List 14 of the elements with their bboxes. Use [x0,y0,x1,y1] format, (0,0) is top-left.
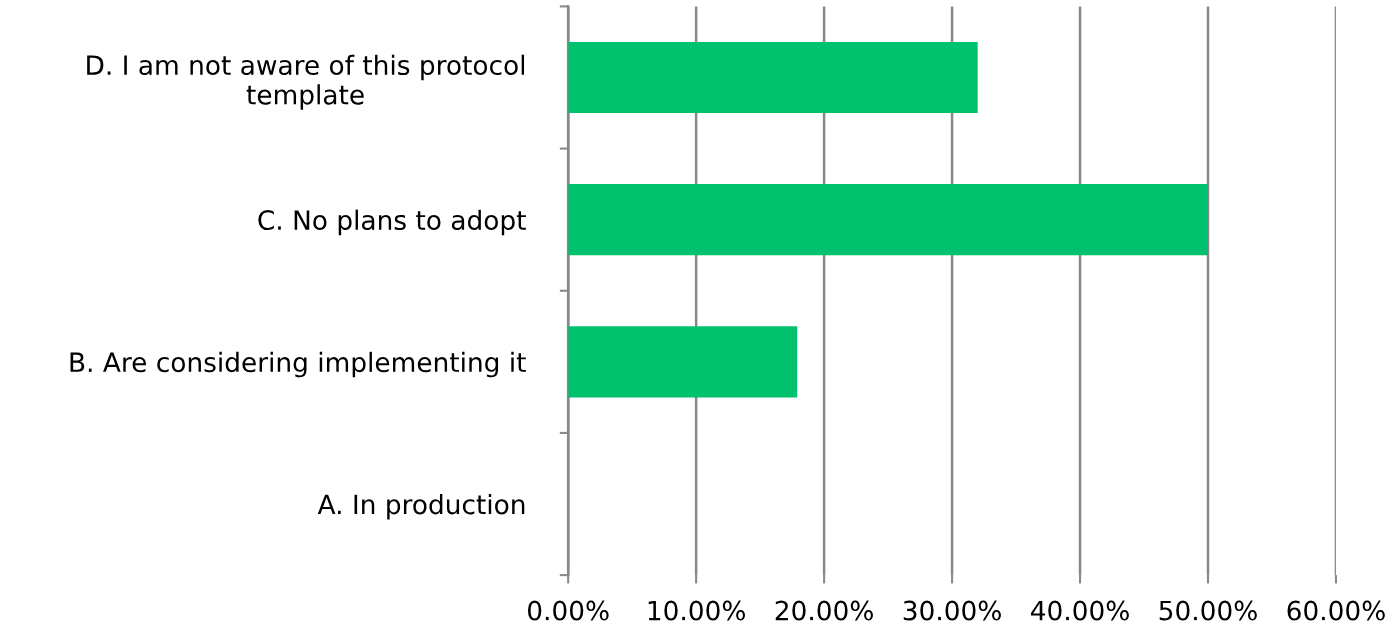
y-tick-label: C. No plans to adopt [258,209,526,236]
x-tick-label: 20.00% [775,600,873,621]
y-tick-label: B. Are considering implementing it [70,351,526,378]
bar [568,326,798,398]
x-tick-label: 40.00% [1031,600,1129,621]
x-tick-label: 30.00% [903,600,1001,621]
y-tick-label: D. I am not aware of this protocol template [87,54,525,110]
x-tick-label: 0.00% [528,600,609,621]
bar [568,41,978,114]
y-tick-label: A. In production [317,493,525,520]
x-tick-label: 60.00% [1287,600,1385,621]
x-tick-label: 10.00% [648,600,745,621]
bar [568,184,1209,256]
x-tick-label: 50.00% [1159,600,1257,621]
